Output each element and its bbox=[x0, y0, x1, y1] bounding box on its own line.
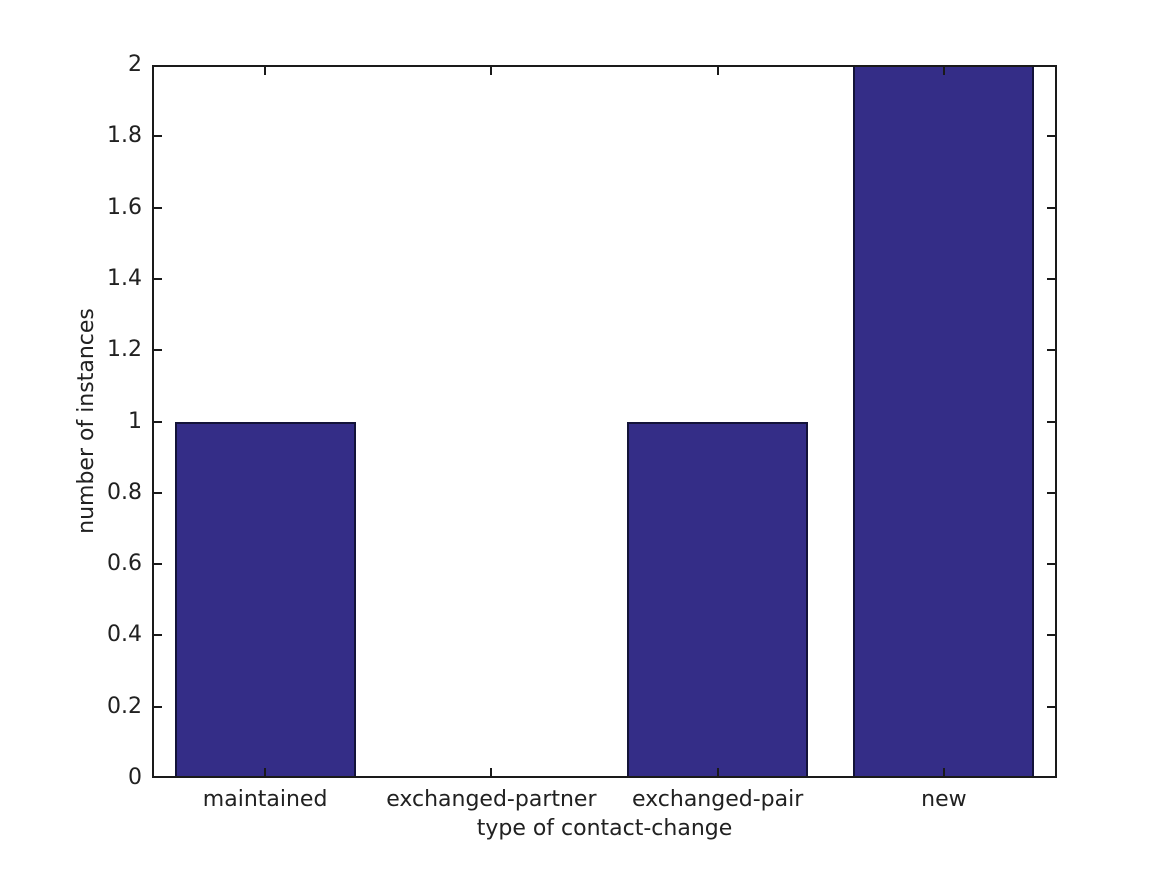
y-tick-label-0: 0 bbox=[128, 764, 142, 790]
y-tick-mark-left bbox=[152, 563, 162, 566]
axis-line-bottom bbox=[152, 776, 1057, 778]
y-tick-mark-right bbox=[1047, 277, 1057, 280]
y-tick-mark-left bbox=[152, 135, 162, 138]
y-tick-mark-right bbox=[1047, 349, 1057, 352]
y-tick-label-1.8: 1.8 bbox=[107, 123, 142, 149]
y-tick-label-1.6: 1.6 bbox=[107, 194, 142, 220]
y-tick-mark-left bbox=[152, 277, 162, 280]
y-tick-label-1: 1 bbox=[128, 408, 142, 434]
y-tick-label-0.4: 0.4 bbox=[107, 622, 142, 648]
x-tick-mark-top bbox=[490, 65, 493, 75]
x-tick-mark-top bbox=[716, 65, 719, 75]
y-tick-mark-right bbox=[1047, 705, 1057, 708]
y-tick-mark-left bbox=[152, 420, 162, 423]
bar-maintained bbox=[174, 421, 356, 778]
x-tick-label-maintained: maintained bbox=[202, 787, 328, 812]
y-tick-mark-right bbox=[1047, 563, 1057, 566]
x-tick-label-exchanged-pair: exchanged-pair bbox=[631, 787, 804, 812]
bar-exchanged-pair bbox=[627, 421, 809, 778]
x-tick-mark-bottom bbox=[716, 768, 719, 778]
y-tick-label-0.6: 0.6 bbox=[107, 551, 142, 576]
x-tick-label-new: new bbox=[921, 787, 967, 812]
y-tick-label-1.4: 1.4 bbox=[107, 265, 142, 291]
x-axis-label: type of contact-change bbox=[476, 816, 733, 841]
x-tick-label-exchanged-partner: exchanged-partner bbox=[386, 787, 597, 812]
y-tick-mark-right bbox=[1047, 634, 1057, 637]
plot-area bbox=[152, 65, 1057, 778]
x-tick-mark-top bbox=[942, 65, 945, 75]
x-tick-mark-bottom bbox=[942, 768, 945, 778]
y-tick-label-0.2: 0.2 bbox=[107, 693, 142, 719]
axis-line-top bbox=[152, 65, 1057, 67]
y-tick-mark-left bbox=[152, 491, 162, 494]
y-tick-mark-left bbox=[152, 206, 162, 209]
y-tick-label-1.2: 1.2 bbox=[107, 337, 142, 363]
y-tick-mark-right bbox=[1047, 206, 1057, 209]
y-tick-mark-right bbox=[1047, 135, 1057, 138]
y-tick-label-0.8: 0.8 bbox=[107, 479, 142, 505]
bar-new bbox=[853, 65, 1035, 778]
y-tick-mark-left bbox=[152, 349, 162, 352]
x-tick-mark-bottom bbox=[264, 768, 267, 778]
y-tick-mark-right bbox=[1047, 491, 1057, 494]
y-tick-mark-left bbox=[152, 705, 162, 708]
x-tick-mark-bottom bbox=[490, 768, 493, 778]
y-tick-label-2: 2 bbox=[128, 51, 142, 77]
x-tick-mark-top bbox=[264, 65, 267, 75]
y-tick-mark-right bbox=[1047, 420, 1057, 423]
y-tick-mark-left bbox=[152, 634, 162, 637]
